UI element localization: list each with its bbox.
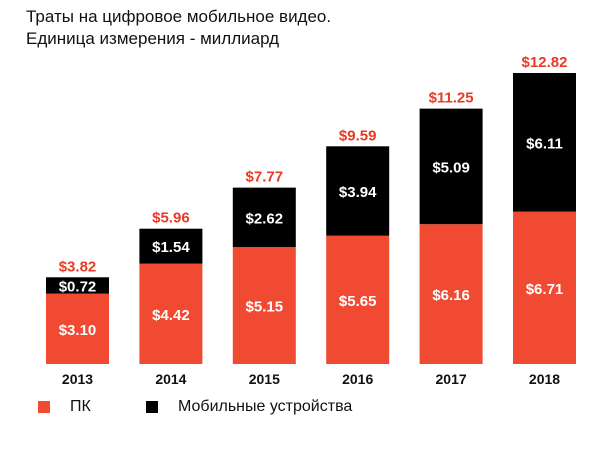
x-tick-label-2016: 2016	[342, 371, 373, 387]
total-label-2014: $5.96	[152, 210, 190, 227]
data-label-pc-2014: $4.42	[152, 307, 190, 324]
data-label-pc-2016: $5.65	[339, 293, 377, 310]
legend-item-pc: ПК	[38, 398, 91, 416]
data-label-mobile-2018: $6.11	[526, 135, 563, 152]
data-label-mobile-2016: $3.94	[339, 184, 377, 201]
total-label-2016: $9.59	[339, 127, 377, 144]
data-label-mobile-2013: $0.72	[59, 278, 97, 295]
data-label-mobile-2014: $1.54	[152, 239, 190, 256]
legend-item-mobile: Мобильные устройства	[146, 398, 352, 416]
x-tick-label-2018: 2018	[529, 371, 560, 387]
x-tick-label-2015: 2015	[249, 371, 280, 387]
legend: ПК Мобильные устройства	[0, 398, 606, 422]
bar-segment-mobile-2014	[139, 228, 203, 264]
legend-label-mobile: Мобильные устройства	[178, 398, 353, 415]
bar-segment-mobile-2013	[46, 277, 109, 294]
bar-segment-mobile-2015	[232, 187, 296, 248]
data-label-mobile-2017: $5.09	[432, 159, 470, 176]
total-label-2013: $3.82	[59, 258, 97, 275]
total-label-2018: $12.82	[522, 54, 568, 71]
bar-segment-mobile-2017	[419, 108, 483, 225]
bar-segment-pc-2014	[139, 263, 203, 364]
title-line-1: Траты на цифровое мобильное видео.	[26, 7, 332, 26]
x-tick-label-2014: 2014	[155, 371, 186, 387]
bar-segment-pc-2016	[326, 235, 390, 364]
bar-segment-pc-2013	[46, 293, 109, 364]
legend-swatch-pc	[38, 401, 50, 413]
data-label-pc-2017: $6.16	[432, 287, 470, 304]
total-label-2015: $7.77	[246, 169, 284, 186]
bar-segment-pc-2018	[513, 211, 576, 364]
bar-segment-mobile-2016	[326, 146, 390, 236]
x-tick-label-2017: 2017	[436, 371, 467, 387]
chart-title: Траты на цифровое мобильное видео. Едини…	[26, 6, 331, 50]
data-label-mobile-2015: $2.62	[246, 210, 284, 227]
total-label-2017: $11.25	[429, 90, 474, 107]
title-line-2: Единица измерения - миллиард	[26, 29, 280, 48]
bar-segment-mobile-2018	[513, 72, 576, 212]
data-label-pc-2013: $3.10	[59, 322, 97, 339]
legend-label-pc: ПК	[70, 398, 91, 415]
x-tick-label-2013: 2013	[62, 371, 93, 387]
data-label-pc-2018: $6.71	[526, 281, 564, 298]
bar-segment-pc-2015	[232, 247, 296, 364]
data-label-pc-2015: $5.15	[246, 299, 284, 316]
legend-swatch-mobile	[146, 401, 158, 413]
bar-segment-pc-2017	[419, 224, 483, 364]
